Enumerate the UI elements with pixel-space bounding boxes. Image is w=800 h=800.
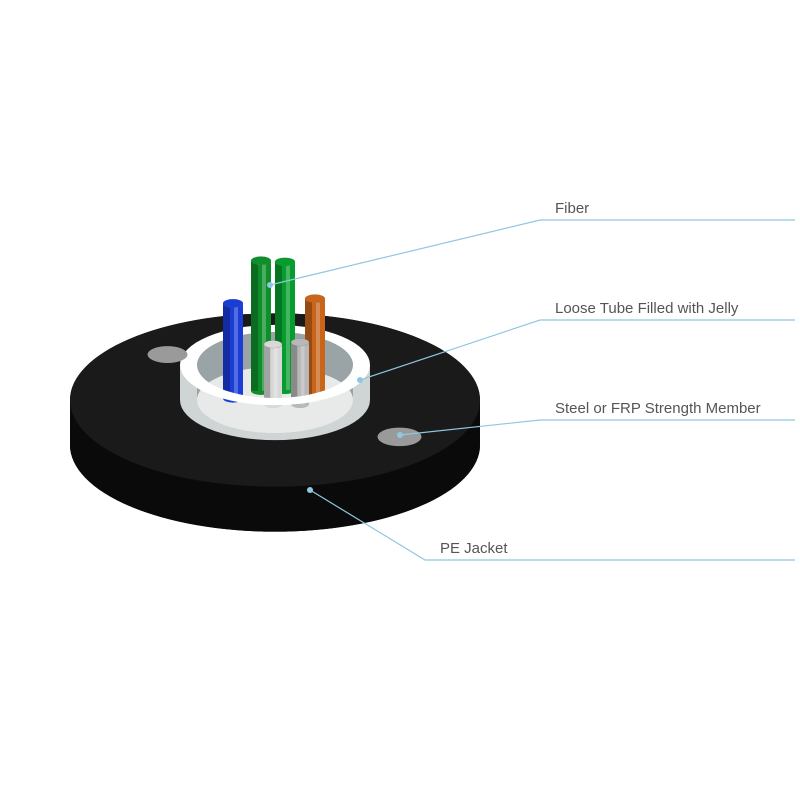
label-strength-member: Steel or FRP Strength Member	[555, 400, 761, 417]
strength-member-dot	[148, 346, 188, 363]
strength-member-dot	[378, 428, 422, 447]
label-pe-jacket: PE Jacket	[440, 540, 508, 557]
label-fiber: Fiber	[555, 200, 589, 217]
label-loose-tube: Loose Tube Filled with Jelly	[555, 300, 738, 317]
